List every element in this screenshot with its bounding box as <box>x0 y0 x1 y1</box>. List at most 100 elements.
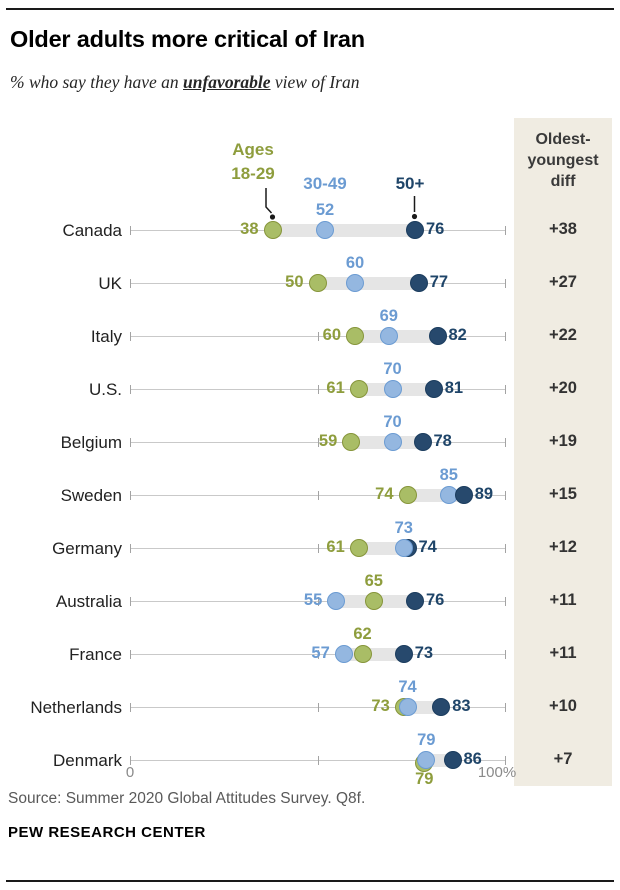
axis-tick <box>130 279 131 288</box>
axis-tick <box>317 491 319 500</box>
value-label-50+: 76 <box>426 591 445 609</box>
diff-value: +10 <box>549 697 577 715</box>
value-label-18-29: 62 <box>353 625 372 643</box>
chart-row-italy: Italy 60 69 82 +22 <box>0 307 620 363</box>
dot-30-49 <box>346 274 364 292</box>
axis-tick <box>317 385 319 394</box>
dot-30-49 <box>316 221 334 239</box>
value-label-30-49: 60 <box>345 254 365 272</box>
axis-tick <box>505 756 506 765</box>
value-label-50+: 89 <box>474 485 494 503</box>
value-label-18-29: 73 <box>371 697 390 715</box>
axis-tick <box>505 226 506 235</box>
dot-50+ <box>443 751 462 769</box>
diff-value: +19 <box>549 432 577 450</box>
dot-18-29 <box>346 327 364 345</box>
axis-tick <box>505 703 506 712</box>
chart-row-australia: Australia 55 65 76 +11 <box>0 572 620 628</box>
value-label-18-29: 65 <box>364 572 383 590</box>
dot-30-49 <box>334 645 353 663</box>
dot-50+ <box>406 221 424 239</box>
diff-panel-header: Oldest-youngest diff <box>527 131 599 190</box>
chart-row-netherlands: Netherlands 73 74 83 +10 <box>0 678 620 734</box>
diff-value: +15 <box>549 485 577 503</box>
legend-group-50plus: 50+ <box>395 174 425 193</box>
axis-tick <box>505 650 506 659</box>
value-label-30-49: 70 <box>383 413 402 431</box>
country-label: UK <box>98 273 122 293</box>
value-label-18-29: 74 <box>375 485 394 503</box>
diff-value: +27 <box>549 273 577 291</box>
diff-value: +22 <box>549 326 577 344</box>
dot-50+ <box>428 327 447 345</box>
dot-18-29 <box>398 486 417 504</box>
axis-tick <box>130 491 131 500</box>
axis-tick <box>505 438 506 447</box>
value-label-30-49: 52 <box>315 201 335 219</box>
value-label-18-29: 38 <box>240 220 259 238</box>
value-label-50+: 81 <box>444 379 464 397</box>
value-label-50+: 77 <box>429 273 449 291</box>
value-label-50+: 83 <box>452 697 471 715</box>
value-label-18-29: 61 <box>326 379 345 397</box>
axis-tick <box>317 703 319 712</box>
dot-30-49 <box>398 698 417 716</box>
axis-tick <box>317 332 319 341</box>
dot-18-29 <box>353 645 372 663</box>
brand: PEW RESEARCH CENTER <box>8 824 206 841</box>
value-label-50+: 74 <box>418 538 437 556</box>
diff-value: +20 <box>549 379 577 397</box>
country-label: Germany <box>52 538 122 558</box>
dot-50+ <box>424 380 443 398</box>
chart-row-sweden: Sweden 74 85 89 +15 <box>0 466 620 522</box>
diff-value: +11 <box>549 591 577 609</box>
country-label: Sweden <box>60 485 122 505</box>
chart-row-uk: UK 50 60 77 +27 <box>0 254 620 310</box>
dot-18-29 <box>342 433 361 451</box>
value-label-30-49: 73 <box>394 519 413 537</box>
value-label-50+: 78 <box>433 432 452 450</box>
axis-tick <box>130 385 131 394</box>
diff-value: +7 <box>553 750 573 768</box>
dot-18-29 <box>349 539 368 557</box>
chart-row-germany: Germany 61 74 73 +12 <box>0 519 620 575</box>
dot-30-49 <box>327 592 346 610</box>
chart-row-denmark: Denmark 79 79 86 +7 <box>0 731 620 788</box>
axis-tick <box>317 544 319 553</box>
axis-tick <box>130 332 131 341</box>
chart-row-canada: Canada 38 52 76 +38 <box>0 201 620 257</box>
legend-group-18-29: 18-29 <box>231 164 275 183</box>
country-label: Italy <box>90 326 122 346</box>
dot-18-29 <box>263 221 282 239</box>
axis-tick <box>130 544 131 553</box>
country-label: Netherlands <box>30 697 122 717</box>
dot-30-49 <box>379 327 398 345</box>
axis-tick <box>130 756 131 765</box>
axis-tick <box>317 650 319 659</box>
diff-value: +11 <box>549 644 577 662</box>
value-label-30-49: 85 <box>439 466 458 484</box>
value-label-50+: 76 <box>426 220 445 238</box>
country-label: Belgium <box>60 432 122 452</box>
axis-tick <box>317 756 319 765</box>
bottom-rule <box>6 880 614 882</box>
value-label-18-29: 50 <box>285 273 304 291</box>
dot-30-49 <box>383 433 402 451</box>
axis-tick <box>130 597 131 606</box>
value-label-30-49: 70 <box>383 360 402 378</box>
range-band <box>308 277 428 290</box>
subtitle-suffix: view of Iran <box>270 72 360 92</box>
value-label-30-49: 55 <box>303 591 323 609</box>
value-label-50+: 86 <box>463 750 482 768</box>
country-label: U.S. <box>88 379 122 399</box>
country-label: France <box>69 644 122 664</box>
value-label-18-29: 60 <box>322 326 341 344</box>
diff-value: +38 <box>549 220 577 238</box>
value-label-50+: 82 <box>448 326 467 344</box>
dot-18-29 <box>308 274 327 292</box>
value-label-18-29: 59 <box>318 432 338 450</box>
value-label-30-49: 74 <box>398 678 417 696</box>
diff-value: +12 <box>549 538 577 556</box>
dot-50+ <box>394 645 413 663</box>
axis-tick <box>505 544 506 553</box>
